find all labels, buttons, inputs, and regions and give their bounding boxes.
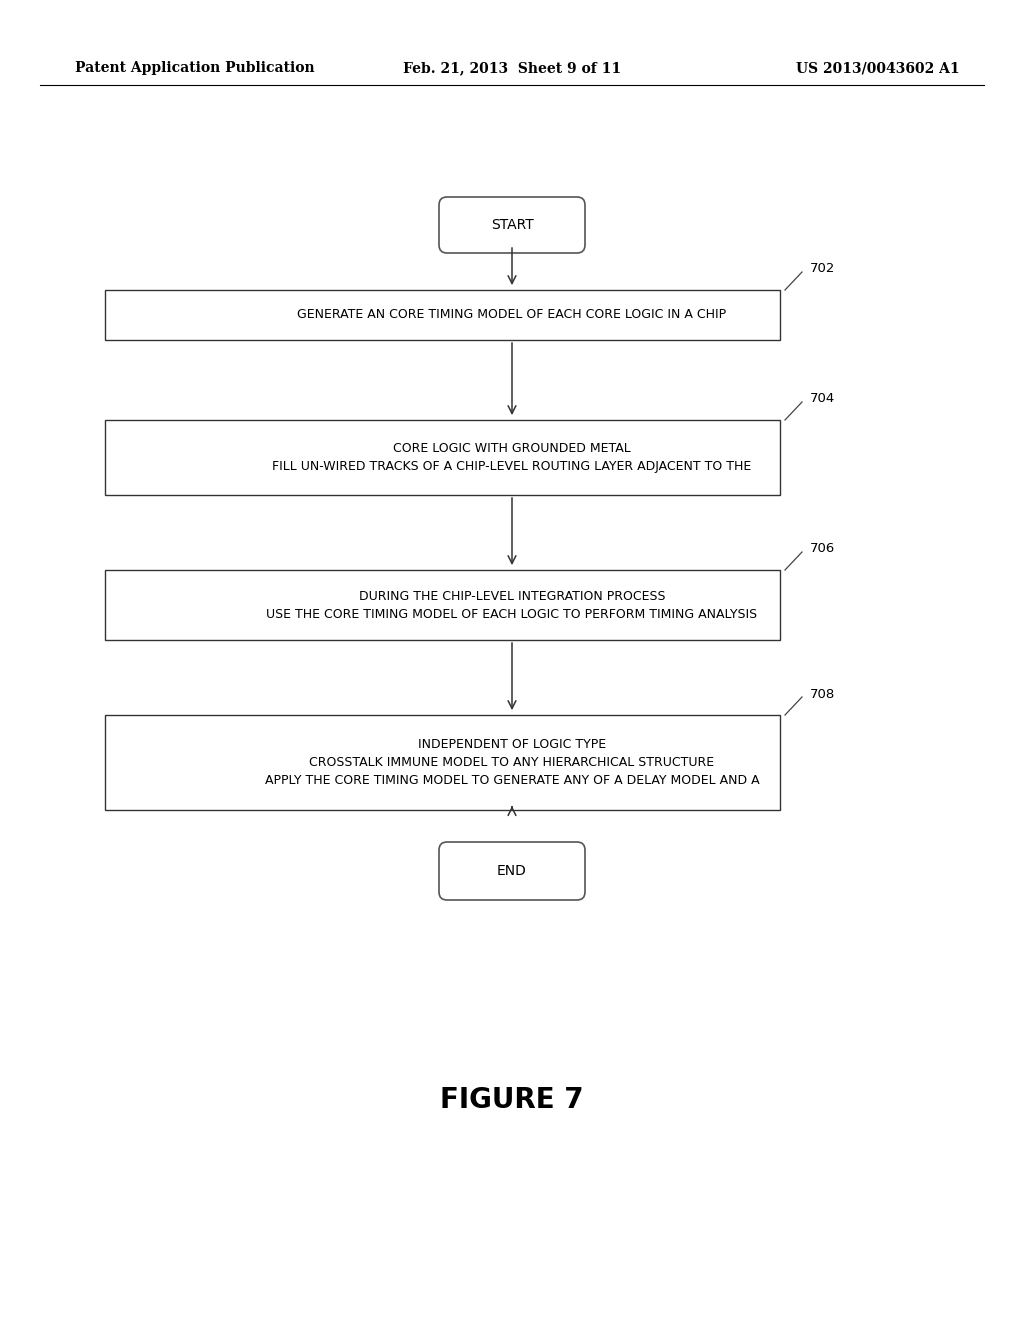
Text: 702: 702 — [810, 263, 836, 276]
Bar — [105, 420, 780, 495]
Text: END: END — [497, 865, 527, 878]
Text: GENERATE AN CORE TIMING MODEL OF EACH CORE LOGIC IN A CHIP: GENERATE AN CORE TIMING MODEL OF EACH CO… — [297, 309, 727, 322]
Text: START: START — [490, 218, 534, 232]
Text: US 2013/0043602 A1: US 2013/0043602 A1 — [797, 61, 961, 75]
Bar — [105, 570, 780, 640]
Text: APPLY THE CORE TIMING MODEL TO GENERATE ANY OF A DELAY MODEL AND A: APPLY THE CORE TIMING MODEL TO GENERATE … — [264, 774, 760, 787]
Text: CORE LOGIC WITH GROUNDED METAL: CORE LOGIC WITH GROUNDED METAL — [393, 442, 631, 455]
Text: 706: 706 — [810, 543, 836, 556]
Text: CROSSTALK IMMUNE MODEL TO ANY HIERARCHICAL STRUCTURE: CROSSTALK IMMUNE MODEL TO ANY HIERARCHIC… — [309, 756, 715, 770]
Text: 704: 704 — [810, 392, 836, 405]
Text: FIGURE 7: FIGURE 7 — [440, 1086, 584, 1114]
Text: Feb. 21, 2013  Sheet 9 of 11: Feb. 21, 2013 Sheet 9 of 11 — [402, 61, 622, 75]
Text: DURING THE CHIP-LEVEL INTEGRATION PROCESS: DURING THE CHIP-LEVEL INTEGRATION PROCES… — [358, 590, 666, 602]
FancyBboxPatch shape — [439, 842, 585, 900]
FancyBboxPatch shape — [439, 197, 585, 253]
Text: INDEPENDENT OF LOGIC TYPE: INDEPENDENT OF LOGIC TYPE — [418, 738, 606, 751]
Bar — [105, 290, 780, 341]
Text: FILL UN-WIRED TRACKS OF A CHIP-LEVEL ROUTING LAYER ADJACENT TO THE: FILL UN-WIRED TRACKS OF A CHIP-LEVEL ROU… — [272, 459, 752, 473]
Bar — [105, 715, 780, 810]
Text: USE THE CORE TIMING MODEL OF EACH LOGIC TO PERFORM TIMING ANALYSIS: USE THE CORE TIMING MODEL OF EACH LOGIC … — [266, 607, 758, 620]
Text: 708: 708 — [810, 688, 836, 701]
Text: Patent Application Publication: Patent Application Publication — [75, 61, 314, 75]
